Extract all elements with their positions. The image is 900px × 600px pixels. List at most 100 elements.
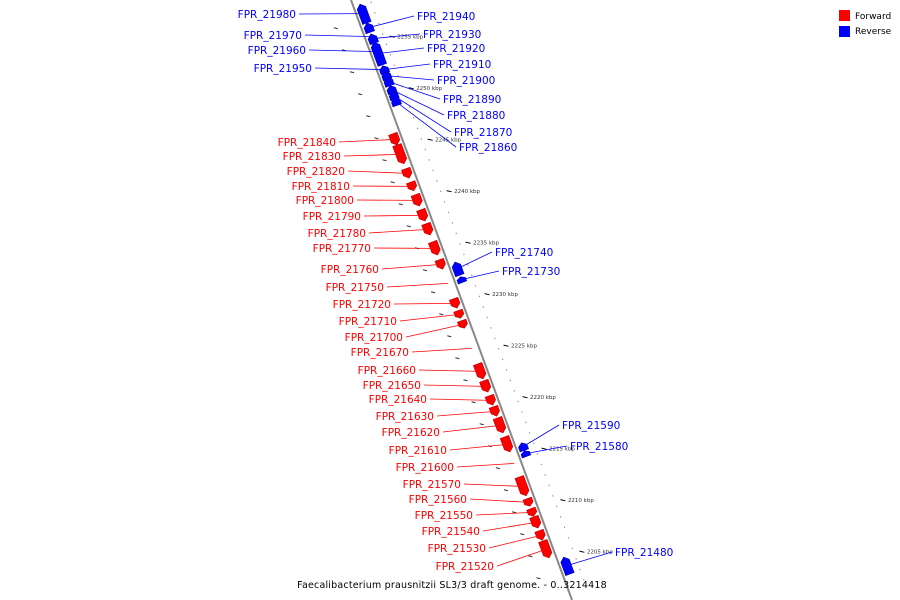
ruler-minor-tick [494, 337, 496, 340]
gene-arrow[interactable] [401, 166, 413, 179]
gene-label[interactable]: FPR_21720 [333, 299, 391, 311]
gene-label[interactable]: FPR_21730 [502, 266, 560, 278]
label-layer: FPR_21980 FPR_21970 FPR_21960 FPR_21950 FPR_… [238, 9, 674, 573]
gene-label[interactable]: FPR_21670 [351, 347, 409, 359]
gene-arrow[interactable] [428, 239, 441, 256]
gene-arrow[interactable] [453, 308, 465, 319]
gene-arrow[interactable] [421, 221, 434, 236]
gene-arrow[interactable] [522, 496, 534, 507]
gene-leader-line [388, 81, 441, 100]
gene-arrow[interactable] [499, 435, 514, 453]
gene-label[interactable]: FPR_21950 [254, 63, 312, 75]
gene-label[interactable]: FPR_21750 [326, 282, 384, 294]
left-minor-dash [536, 577, 541, 580]
gene-arrow[interactable] [388, 131, 401, 146]
tick-label: 2215 kbp [549, 447, 575, 453]
gene-label[interactable]: FPR_21650 [363, 380, 421, 392]
gene-label[interactable]: FPR_21810 [292, 181, 350, 193]
gene-arrow[interactable] [406, 180, 418, 191]
gene-arrow[interactable] [534, 528, 546, 541]
gene-arrow[interactable] [488, 404, 500, 417]
gene-label[interactable]: FPR_21760 [321, 264, 379, 276]
gene-label[interactable]: FPR_21550 [415, 510, 473, 522]
gene-label[interactable]: FPR_21610 [389, 445, 447, 457]
genome-backbone [350, 0, 573, 600]
gene-label[interactable]: FPR_21700 [345, 332, 403, 344]
gene-label[interactable]: FPR_21880 [447, 110, 505, 122]
gene-arrow[interactable] [473, 362, 487, 380]
gene-arrow[interactable] [529, 514, 542, 529]
gene-label[interactable]: FPR_21970 [244, 30, 302, 42]
gene-arrow[interactable] [457, 318, 468, 329]
left-minor-dash [495, 467, 501, 470]
gene-arrow[interactable] [416, 207, 429, 222]
gene-label[interactable]: FPR_21540 [422, 526, 480, 538]
gene-arrow[interactable] [479, 378, 492, 393]
gene-label[interactable]: FPR_21870 [454, 127, 512, 139]
gene-label[interactable]: FPR_21520 [436, 561, 494, 573]
gene-arrow[interactable] [434, 257, 446, 270]
gene-label[interactable]: FPR_21480 [615, 547, 673, 559]
gene-arrow[interactable] [514, 475, 530, 497]
gene-leader-line [378, 47, 425, 54]
gene-label[interactable]: FPR_21940 [417, 11, 475, 23]
gene-label[interactable]: FPR_21530 [428, 543, 486, 555]
gene-label[interactable]: FPR_21590 [562, 420, 620, 432]
ruler-minor-tick [409, 106, 411, 109]
gene-arrow[interactable] [363, 22, 375, 35]
gene-arrow[interactable] [538, 539, 553, 559]
left-minor-dash [422, 269, 428, 272]
gene-label[interactable]: FPR_21740 [495, 247, 553, 259]
left-minor-dash [406, 225, 411, 228]
tick-label: 2250 kbp [416, 86, 442, 92]
gene-label[interactable]: FPR_21910 [433, 59, 491, 71]
gene-label[interactable]: FPR_21630 [376, 411, 434, 423]
ruler-minor-tick [583, 579, 585, 581]
gene-label[interactable]: FPR_21620 [382, 427, 440, 439]
ruler-minor-tick [393, 64, 396, 67]
gene-arrow[interactable] [492, 416, 507, 434]
gene-leader-line [566, 551, 613, 566]
gene-label[interactable]: FPR_21600 [396, 462, 454, 474]
gene-label[interactable]: FPR_21930 [423, 29, 481, 41]
gene-arrow[interactable] [392, 143, 408, 165]
gene-label[interactable]: FPR_21710 [339, 316, 397, 328]
gene-arrow[interactable] [370, 41, 387, 67]
gene-leader-line [525, 445, 568, 454]
tick-label: 2245 kbp [435, 138, 461, 144]
gene-leader-line [372, 33, 421, 39]
left-minor-dash [358, 93, 363, 96]
gene-label[interactable]: FPR_21860 [459, 142, 517, 154]
gene-label[interactable]: FPR_21960 [248, 45, 306, 57]
gene-label[interactable]: FPR_21840 [278, 137, 336, 149]
gene-arrow[interactable] [484, 393, 496, 406]
tick-mark [465, 241, 471, 244]
gene-label[interactable]: FPR_21780 [308, 228, 366, 240]
gene-label[interactable]: FPR_21570 [403, 479, 461, 491]
gene-label[interactable]: FPR_21660 [358, 365, 416, 377]
gene-label[interactable]: FPR_21890 [443, 94, 501, 106]
gene-label[interactable]: FPR_21900 [437, 75, 495, 87]
gene-label[interactable]: FPR_21790 [303, 211, 361, 223]
gene-label[interactable]: FPR_21800 [296, 195, 354, 207]
gene-label[interactable]: FPR_21560 [409, 494, 467, 506]
gene-arrow[interactable] [560, 556, 575, 576]
gene-arrow[interactable] [410, 192, 423, 207]
gene-label[interactable]: FPR_21770 [313, 243, 371, 255]
gene-arrow[interactable] [526, 506, 538, 517]
gene-label[interactable]: FPR_21820 [287, 166, 345, 178]
gene-leader-line [496, 549, 547, 567]
gene-label[interactable]: FPR_21640 [369, 394, 427, 406]
gene-label[interactable]: FPR_21580 [570, 441, 628, 453]
legend: Forward Reverse [839, 10, 892, 37]
gene-arrow[interactable] [456, 276, 468, 285]
ruler-minor-tick [501, 358, 504, 361]
gene-arrow[interactable] [451, 261, 465, 278]
gene-leader-line [442, 425, 501, 433]
gene-label[interactable]: FPR_21830 [283, 151, 341, 163]
gene-label[interactable]: FPR_21980 [238, 9, 296, 21]
gene-arrow[interactable] [520, 450, 532, 459]
gene-label[interactable]: FPR_21920 [427, 43, 485, 55]
tick-label: 2230 kbp [492, 292, 518, 298]
gene-arrow[interactable] [448, 296, 461, 309]
